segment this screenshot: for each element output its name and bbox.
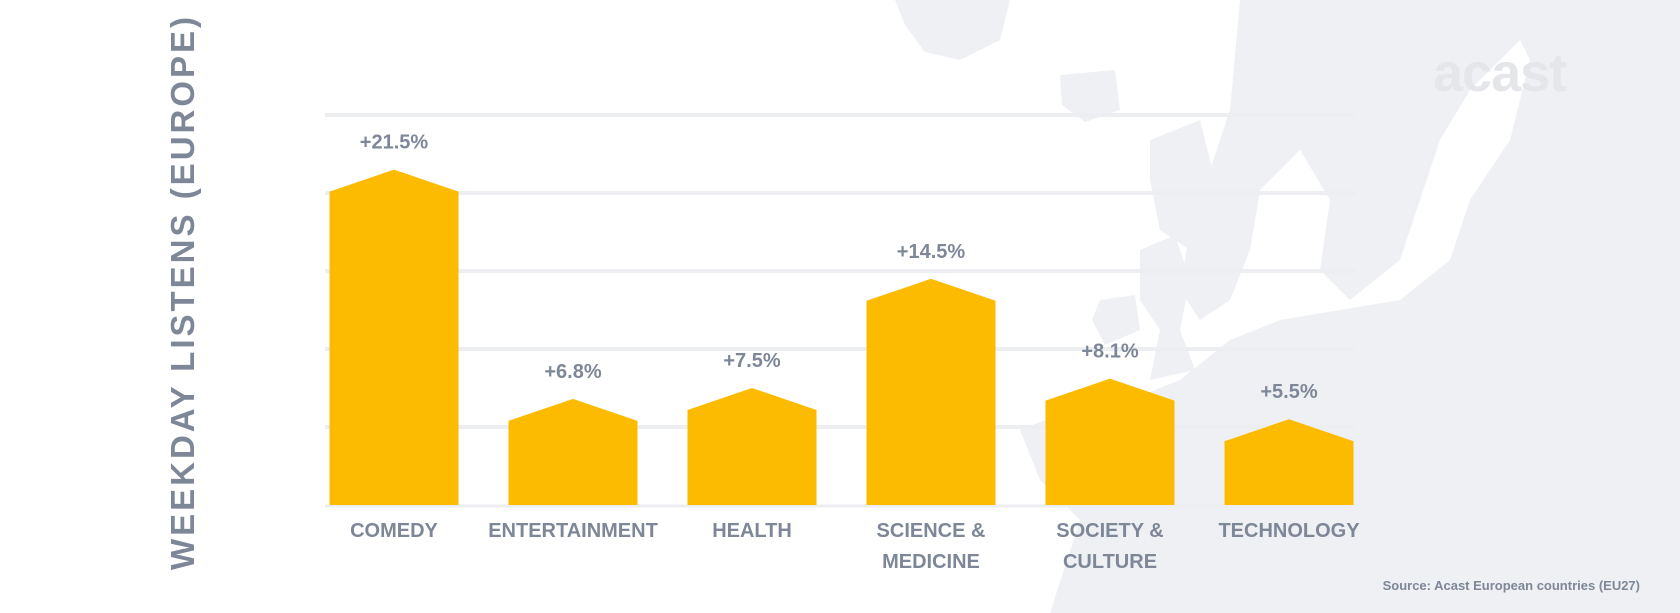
- data-label: +21.5%: [360, 132, 429, 154]
- data-label: +6.8%: [544, 361, 601, 383]
- bar: [329, 169, 459, 505]
- category-label: COMEDY: [350, 520, 438, 542]
- data-label: +5.5%: [1260, 381, 1317, 403]
- data-label: +14.5%: [897, 241, 966, 263]
- bar: [687, 388, 817, 505]
- category-label: SCIENCE &: [877, 520, 986, 542]
- category-label: ENTERTAINMENT: [488, 520, 658, 542]
- data-label: +8.1%: [1081, 341, 1138, 363]
- bar: [1224, 419, 1354, 505]
- acast-logo: acast: [1433, 43, 1567, 103]
- data-label: +7.5%: [723, 350, 780, 372]
- bar: [866, 278, 996, 505]
- category-label: HEALTH: [712, 520, 792, 542]
- category-label: TECHNOLOGY: [1218, 520, 1360, 542]
- bar: [508, 398, 638, 505]
- category-label: MEDICINE: [882, 551, 980, 573]
- category-label: CULTURE: [1063, 551, 1157, 573]
- category-label: SOCIETY &: [1056, 520, 1163, 542]
- bar: [1045, 378, 1175, 505]
- source-note: Source: Acast European countries (EU27): [1382, 578, 1640, 593]
